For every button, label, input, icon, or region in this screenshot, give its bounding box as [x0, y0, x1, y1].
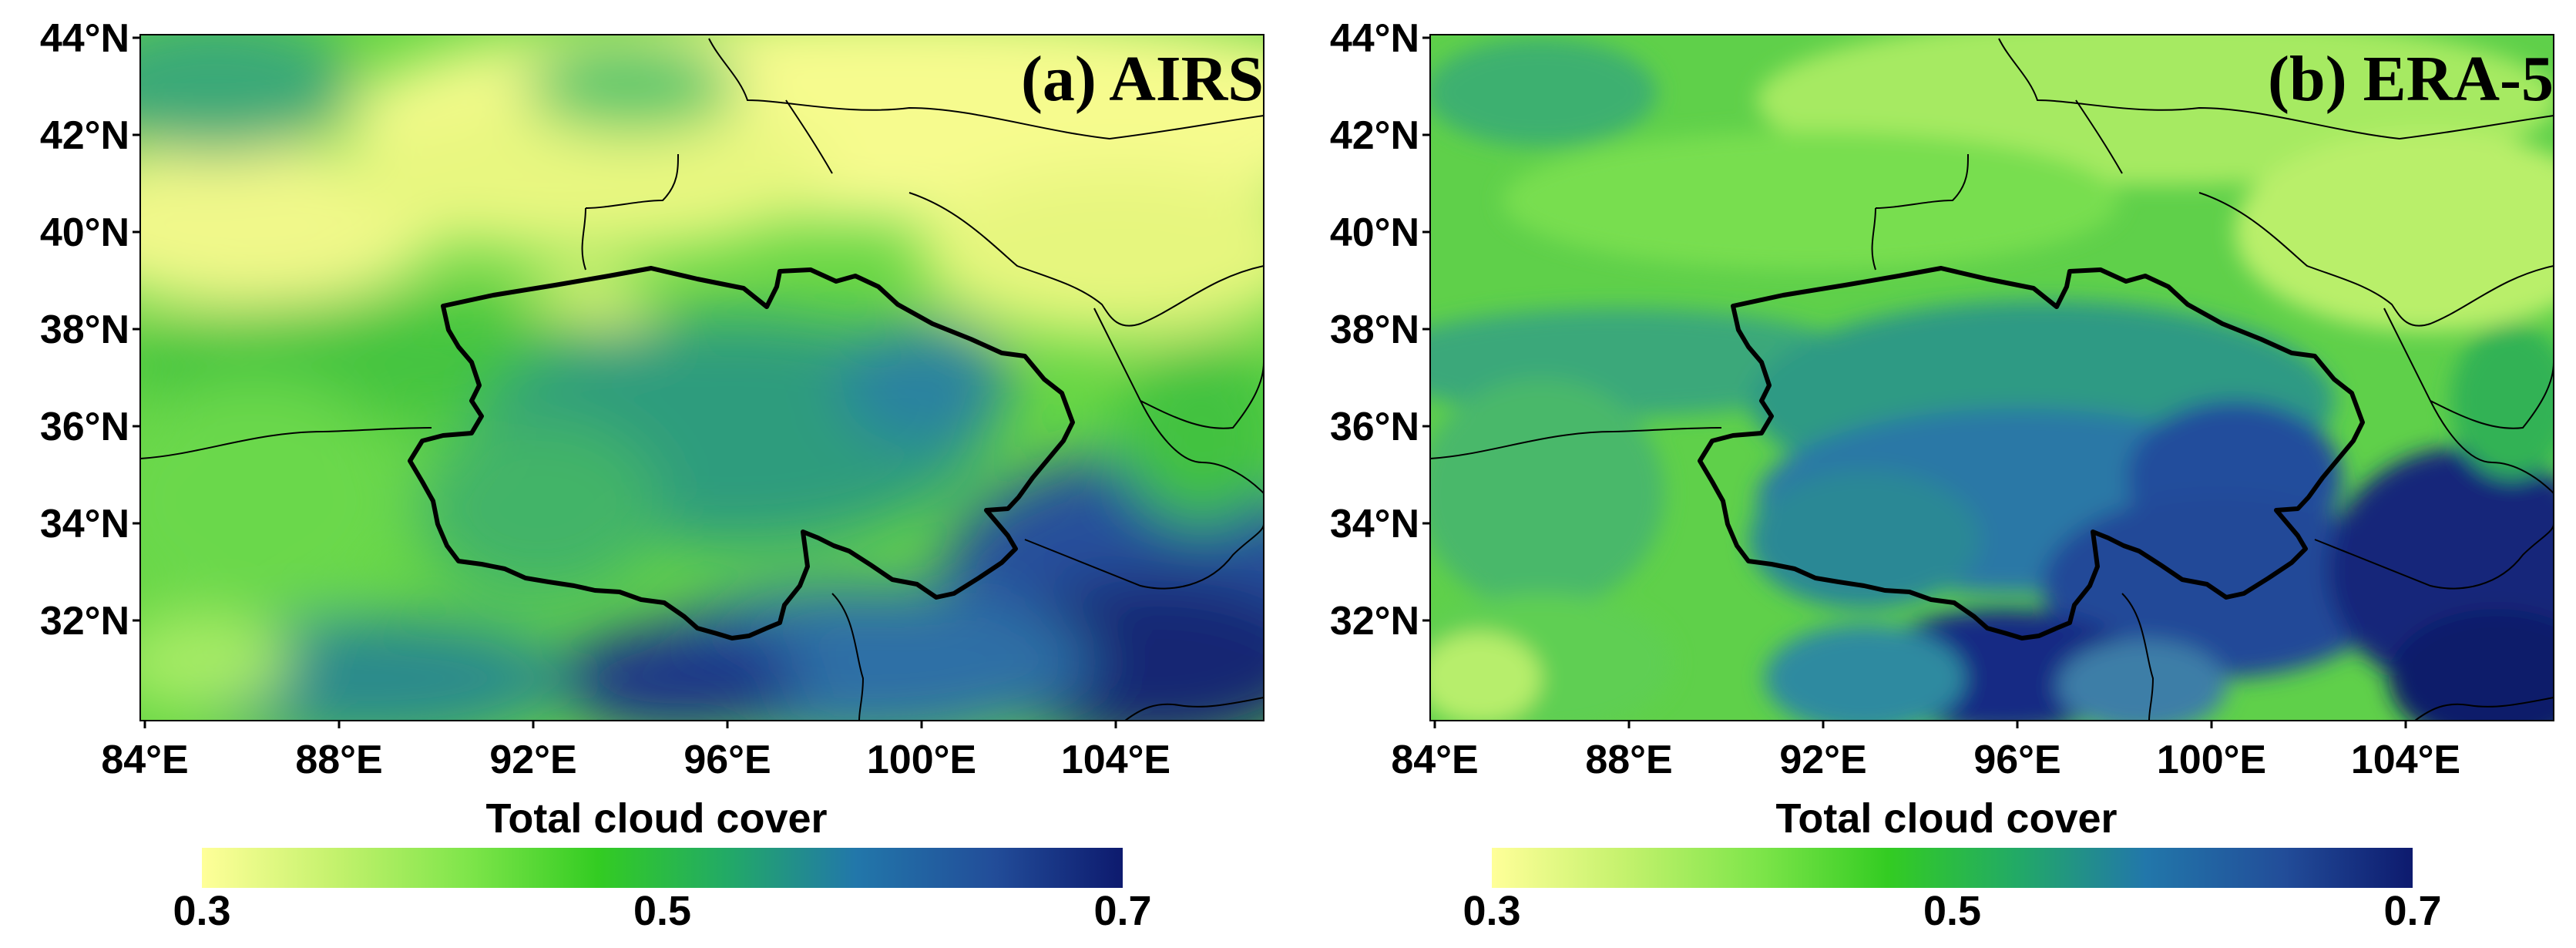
- lat-tick-label: 36°N: [40, 405, 129, 449]
- lat-tick-label: 34°N: [1330, 502, 1419, 546]
- lat-tick-label: 42°N: [40, 113, 129, 158]
- lat-tick-label: 44°N: [1330, 16, 1419, 61]
- lon-tick-label: 88°E: [295, 738, 382, 782]
- panel-title-airs: (a) AIRS: [1021, 43, 1264, 115]
- lon-tick-label: 100°E: [2157, 738, 2266, 782]
- map-panel-airs: 44°N 42°N 40°N 38°N 36°N 34°N 32°N 84°E 88°E 92°…: [40, 16, 1264, 934]
- map-panel-era5: 44°N 42°N 40°N 38°N 36°N 34°N 32°N 84°E 88°E 92°…: [1330, 16, 2554, 934]
- qinghai-boundary-era5: [1698, 266, 2365, 640]
- colorbar-tick-label: 0.5: [1923, 888, 1981, 934]
- map-frame-airs: [139, 34, 1264, 721]
- lon-tick-label: 88°E: [1585, 738, 1672, 782]
- lon-tick-label: 84°E: [1391, 738, 1478, 782]
- panel-title-era5: (b) ERA-5: [2268, 43, 2554, 115]
- colorbar-ticks-airs: 0.3 0.5 0.7: [173, 888, 1151, 934]
- colorbar-airs: [202, 848, 1123, 888]
- lat-tick-label: 40°N: [40, 210, 129, 255]
- lat-tick-label: 32°N: [40, 599, 129, 644]
- lon-tick-label: 92°E: [489, 738, 576, 782]
- colorbar-tick-label: 0.7: [1093, 888, 1151, 934]
- colorbar-tick-label: 0.7: [2383, 888, 2441, 934]
- axis-ticks-era5: [1422, 36, 2407, 728]
- qinghai-boundary-airs: [408, 266, 1075, 640]
- country-borders-era5: [1430, 38, 2554, 721]
- cloud-cover-field-airs: [140, 35, 1264, 721]
- colorbar-label-airs: Total cloud cover: [485, 795, 827, 842]
- lon-labels-airs: 84°E 88°E 92°E 96°E 100°E 104°E: [101, 738, 1170, 782]
- lat-tick-label: 36°N: [1330, 405, 1419, 449]
- lat-tick-label: 40°N: [1330, 210, 1419, 255]
- lat-tick-label: 32°N: [1330, 599, 1419, 644]
- axis-ticks-airs: [133, 36, 1117, 728]
- lat-tick-label: 42°N: [1330, 113, 1419, 158]
- colorbar-era5: [1492, 848, 2413, 888]
- lon-tick-label: 92°E: [1779, 738, 1866, 782]
- cloud-cover-field-era5: [1430, 35, 2554, 721]
- colorbar-label-era5: Total cloud cover: [1775, 795, 2117, 842]
- lat-tick-label: 38°N: [40, 308, 129, 352]
- lat-labels-era5: 44°N 42°N 40°N 38°N 36°N 34°N 32°N: [1330, 16, 1419, 644]
- lat-tick-label: 38°N: [1330, 308, 1419, 352]
- lon-tick-label: 104°E: [2351, 738, 2460, 782]
- colorbar-tick-label: 0.5: [633, 888, 691, 934]
- country-borders-airs: [140, 38, 1264, 721]
- lon-tick-label: 104°E: [1061, 738, 1170, 782]
- colorbar-ticks-era5: 0.3 0.5 0.7: [1463, 888, 2441, 934]
- colorbar-tick-label: 0.3: [1463, 888, 1520, 934]
- lat-labels-airs: 44°N 42°N 40°N 38°N 36°N 34°N 32°N: [40, 16, 129, 644]
- lon-tick-label: 96°E: [1973, 738, 2060, 782]
- lat-tick-label: 44°N: [40, 16, 129, 61]
- lon-tick-label: 84°E: [101, 738, 188, 782]
- colorbar-tick-label: 0.3: [173, 888, 230, 934]
- lat-tick-label: 34°N: [40, 502, 129, 546]
- map-frame-era5: [1429, 34, 2554, 721]
- lon-tick-label: 100°E: [867, 738, 976, 782]
- lon-labels-era5: 84°E 88°E 92°E 96°E 100°E 104°E: [1391, 738, 2460, 782]
- lon-tick-label: 96°E: [683, 738, 771, 782]
